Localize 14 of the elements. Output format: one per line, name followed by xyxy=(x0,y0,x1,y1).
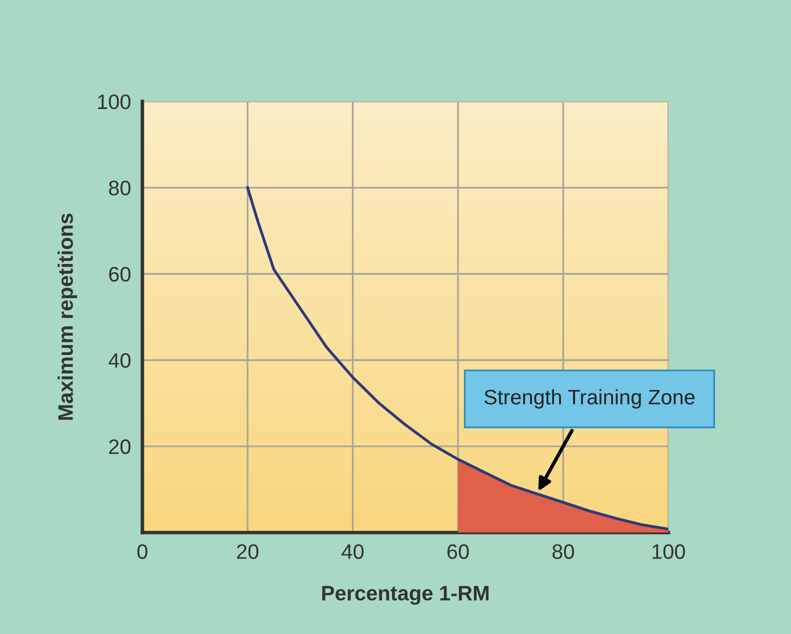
x-tick-label: 0 xyxy=(137,544,148,559)
y-tick-label: 20 xyxy=(109,439,130,454)
y-tick-label: 80 xyxy=(109,180,130,196)
x-tick-label: 60 xyxy=(447,544,469,559)
x-axis-title: Percentage 1-RM xyxy=(322,586,489,605)
y-tick-label: 40 xyxy=(108,353,130,368)
x-tick-label: 100 xyxy=(652,544,685,559)
y-axis-title: Maximum repetitions xyxy=(58,214,78,420)
y-tick-label: 60 xyxy=(109,266,130,282)
x-tick-label: 80 xyxy=(552,544,574,559)
annotation: Strength Training Zone xyxy=(484,389,695,409)
x-tick-label: 40 xyxy=(342,544,364,559)
y-tick-label: 100 xyxy=(98,94,130,110)
x-tick-label: 20 xyxy=(237,544,258,559)
